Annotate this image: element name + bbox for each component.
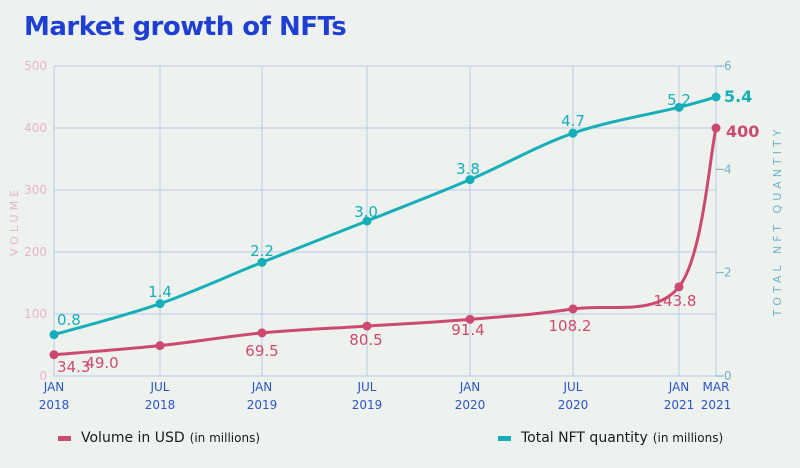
legend-volume-label: Volume in USD	[81, 430, 185, 446]
volume-point	[568, 304, 578, 314]
x-tick-label-month: JAN	[43, 380, 65, 394]
y-right-tick-label: 6	[724, 59, 732, 73]
y-right-tick-label: 4	[724, 162, 732, 176]
volume-point	[465, 314, 475, 324]
quantity-point	[674, 102, 684, 112]
legend-quantity-unit: (in millions)	[652, 431, 724, 445]
quantity-data-label: 5.4	[724, 87, 752, 106]
volume-data-label: 34.3	[57, 358, 90, 376]
quantity-data-label: 1.4	[148, 283, 172, 301]
volume-point	[674, 282, 684, 292]
volume-data-label: 91.4	[451, 321, 484, 339]
quantity-data-label: 4.7	[561, 112, 585, 130]
y-right-tick-label: 0	[724, 369, 732, 383]
volume-point	[711, 123, 721, 133]
quantity-data-label: 5.2	[667, 91, 691, 109]
x-tick-label-month: JAN	[459, 380, 481, 394]
x-tick-label-year: 2020	[455, 398, 486, 412]
x-tick-label-year: 2019	[247, 398, 278, 412]
quantity-series-line	[53, 95, 717, 337]
x-tick-label-month: JAN	[251, 380, 273, 394]
volume-point	[155, 341, 165, 351]
x-tick-label-year: 2021	[701, 398, 732, 412]
y-left-tick-label: 200	[24, 245, 47, 259]
x-tick-label-year: 2020	[558, 398, 589, 412]
quantity-point	[568, 128, 578, 138]
volume-data-label: 49.0	[85, 354, 118, 372]
volume-point	[257, 328, 267, 338]
legend-quantity-swatch	[498, 435, 511, 441]
y-left-tick-label: 400	[24, 121, 47, 135]
legend-quantity: Total NFT quantity (in millions)	[498, 430, 723, 446]
quantity-point	[711, 92, 721, 102]
x-tick-label-month: JUL	[562, 380, 582, 394]
y-right-axis-title: TOTAL NFT QUANTITY	[771, 126, 784, 318]
y-left-tick-label: 100	[24, 307, 47, 321]
x-tick-label-month: JUL	[356, 380, 376, 394]
y-left-tick-label: 300	[24, 183, 47, 197]
quantity-data-label: 3.8	[456, 160, 480, 178]
quantity-point	[155, 299, 165, 309]
quantity-point	[257, 257, 267, 267]
quantity-data-label: 2.2	[250, 242, 274, 260]
volume-data-label: 400	[726, 122, 759, 141]
legend-volume-unit: (in millions)	[189, 431, 260, 445]
x-tick-label-year: 2018	[39, 398, 70, 412]
volume-data-label: 80.5	[349, 331, 382, 349]
volume-series-line	[53, 127, 718, 357]
quantity-data-label: 0.8	[57, 311, 81, 329]
quantity-point	[465, 175, 475, 185]
volume-data-label: 69.5	[245, 342, 278, 360]
x-tick-label-year: 2021	[664, 398, 695, 412]
y-left-axis-title: VOLUME	[8, 186, 21, 256]
x-tick-label-year: 2019	[352, 398, 383, 412]
y-left-tick-label: 0	[39, 369, 47, 383]
volume-point	[49, 350, 59, 360]
volume-data-label: 143.8	[654, 292, 697, 310]
y-right-tick-label: 2	[724, 266, 732, 280]
legend-quantity-label: Total NFT quantity	[521, 430, 648, 446]
x-tick-label-month: MAR	[703, 380, 730, 394]
quantity-point	[49, 330, 59, 340]
quantity-point	[362, 216, 372, 226]
volume-point	[362, 321, 372, 331]
x-tick-label-month: JAN	[668, 380, 690, 394]
y-left-tick-label: 500	[24, 59, 47, 73]
volume-data-label: 108.2	[549, 317, 592, 335]
quantity-data-label: 3.0	[354, 203, 378, 221]
x-tick-label-year: 2018	[145, 398, 176, 412]
x-tick-label-month: JUL	[149, 380, 169, 394]
legend-volume: Volume in USD (in millions)	[58, 430, 260, 446]
chart-title: Market growth of NFTs	[24, 12, 347, 42]
legend-volume-swatch	[58, 435, 71, 441]
